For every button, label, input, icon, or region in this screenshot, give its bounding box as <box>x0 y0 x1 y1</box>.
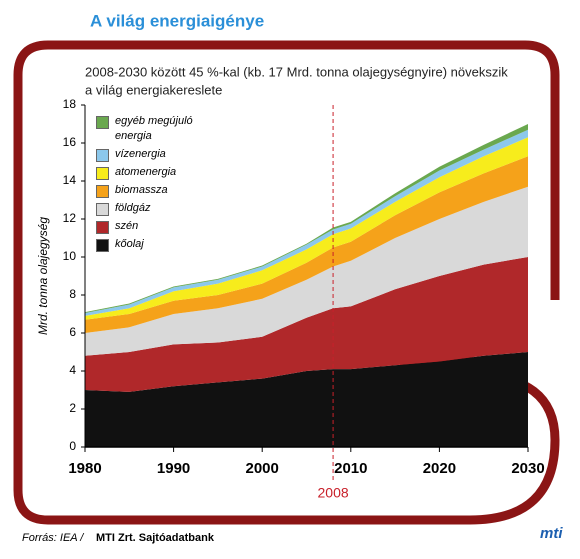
y-tick-label: 12 <box>63 211 77 225</box>
y-tick-label: 2 <box>69 401 76 415</box>
legend-label: szén <box>115 220 139 232</box>
legend-swatch <box>96 221 109 234</box>
legend-label: biomassza <box>115 184 168 196</box>
logo: mti <box>540 525 563 542</box>
y-tick-label: 6 <box>69 325 76 339</box>
legend-item: szén <box>96 219 204 234</box>
legend-item: biomassza <box>96 183 204 198</box>
legend-item: atomenergia <box>96 165 204 180</box>
y-tick-label: 16 <box>63 135 77 149</box>
y-axis-label: Mrd. tonna olajegység <box>36 217 50 335</box>
legend-label: földgáz <box>115 202 151 214</box>
legend-swatch <box>96 167 109 180</box>
area <box>85 186 528 356</box>
x-tick-label: 2000 <box>246 460 279 477</box>
legend-swatch <box>96 116 109 129</box>
x-tick-label: 1990 <box>157 460 190 477</box>
x-tick-label: 2030 <box>511 460 544 477</box>
legend-swatch <box>96 185 109 198</box>
legend-swatch <box>96 149 109 162</box>
chart-subtitle: 2008-2030 között 45 %-kal (kb. 17 Mrd. t… <box>85 64 508 79</box>
legend-label: egyéb megújuló energia <box>115 115 193 142</box>
frame <box>13 40 560 525</box>
legend-item: földgáz <box>96 201 204 216</box>
y-tick-label: 4 <box>69 363 76 377</box>
chart-subtitle: a világ energiakereslete <box>85 82 222 97</box>
legend-label: kőolaj <box>115 238 144 250</box>
publisher: MTI Zrt. Sajtóadatbank <box>96 532 215 544</box>
y-tick-label: 14 <box>63 173 77 187</box>
x-tick-label: 1980 <box>68 460 101 477</box>
y-tick-label: 8 <box>69 287 76 301</box>
area <box>85 257 528 392</box>
legend-item: vízenergia <box>96 147 204 162</box>
legend-item: kőolaj <box>96 237 204 252</box>
x-tick-label: 2020 <box>423 460 456 477</box>
area <box>85 156 528 333</box>
legend-item: egyéb megújuló energia <box>96 114 204 144</box>
x-tick-label: 2010 <box>334 460 367 477</box>
source: Forrás: IEA / <box>22 532 84 544</box>
y-tick-label: 18 <box>63 97 77 111</box>
legend: egyéb megújuló energia vízenergia atomener… <box>96 114 204 255</box>
highlight-label: 2008 <box>318 485 349 501</box>
legend-swatch <box>96 239 109 252</box>
y-tick-label: 10 <box>63 249 77 263</box>
page-title: A világ energiaigénye <box>90 11 264 30</box>
area <box>85 352 528 447</box>
legend-swatch <box>96 203 109 216</box>
legend-label: atomenergia <box>115 166 177 178</box>
y-tick-label: 0 <box>69 439 76 453</box>
legend-label: vízenergia <box>115 148 166 160</box>
